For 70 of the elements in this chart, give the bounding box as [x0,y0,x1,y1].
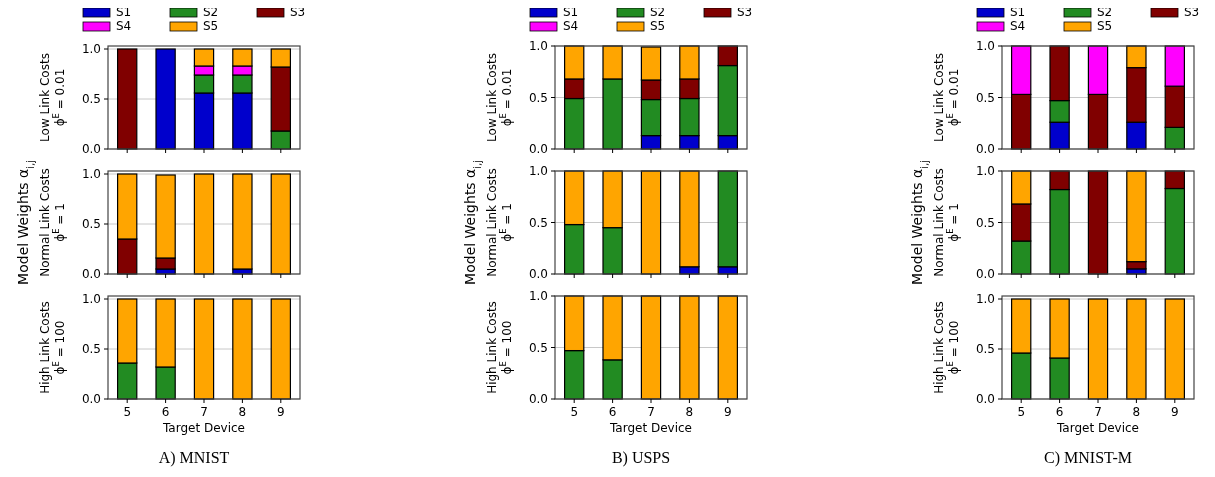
y-tick-label: 0.0 [528,267,548,282]
x-axis-title: Target Device [162,421,245,435]
bar [232,298,253,400]
y-tick-label: 1.0 [975,164,995,179]
y-tick-label: 0.5 [528,90,548,105]
bar [270,173,291,275]
x-axis-title: Target Device [609,421,692,435]
bar [717,295,738,400]
x-tick-label: 6 [161,405,170,419]
y-tick-label: 0.0 [975,142,995,157]
bar [1164,298,1185,400]
text: B) USPS [611,449,671,467]
x-tick-label: 8 [238,405,247,419]
y-tick-label: 0.0 [528,142,548,157]
bar [1087,298,1109,400]
bar [1126,298,1147,400]
y-tick-label: 0.0 [81,267,101,282]
text: A) MNIST [158,449,230,467]
x-tick-label: 6 [1055,405,1064,419]
bar [640,295,662,400]
legend-label: S4 [563,19,579,33]
legend-label: S5 [1097,19,1113,33]
y-tick-label: 0.5 [975,215,995,230]
y-tick-label: 0.5 [975,90,995,105]
y-tick-label: 1.0 [81,167,101,182]
y-tick-label: 0.0 [81,392,101,407]
y-tick-label: 1.0 [81,292,101,307]
y-tick-label: 1.0 [81,42,101,57]
legend-label: S4 [116,19,132,33]
y-tick-label: 0.0 [528,392,548,407]
y-tick-label: 0.0 [975,267,995,282]
bar [117,48,138,150]
x-tick-label: 5 [123,405,132,419]
y-tick-label: 0.0 [81,142,101,157]
x-tick-label: 7 [1094,405,1102,419]
y-tick-label: 0.5 [81,92,101,107]
x-tick-label: 8 [685,405,694,419]
y-tick-label: 1.0 [975,39,995,54]
bar [640,170,662,275]
y-tick-label: 0.5 [975,342,995,357]
legend-label: S5 [650,19,666,33]
y-tick-label: 0.5 [81,342,101,357]
x-tick-label: 7 [647,405,655,419]
x-tick-label: 6 [608,405,617,419]
bar [193,298,215,400]
x-tick-label: 5 [1017,405,1026,419]
bar [232,173,253,270]
text: C) MNIST-M [1044,449,1132,467]
x-tick-label: 9 [723,405,732,419]
y-tick-label: 1.0 [528,289,548,304]
y-tick-label: 1.0 [975,292,995,307]
x-tick-label: 8 [1132,405,1141,419]
x-tick-label: 5 [570,405,579,419]
bar [270,298,291,400]
y-tick-label: 1.0 [528,164,548,179]
bar [155,48,176,150]
x-tick-label: 7 [200,405,208,419]
legend-label: S5 [203,19,219,33]
bar [193,173,215,275]
bar [1087,170,1109,275]
bar [679,295,700,400]
x-axis-title: Target Device [1056,421,1139,435]
y-tick-label: 0.5 [528,340,548,355]
y-tick-label: 1.0 [528,39,548,54]
y-tick-label: 0.5 [81,217,101,232]
x-tick-label: 9 [1170,405,1179,419]
legend-label: S4 [1010,19,1026,33]
x-tick-label: 9 [276,405,285,419]
y-tick-label: 0.0 [975,392,995,407]
y-tick-label: 0.5 [528,215,548,230]
